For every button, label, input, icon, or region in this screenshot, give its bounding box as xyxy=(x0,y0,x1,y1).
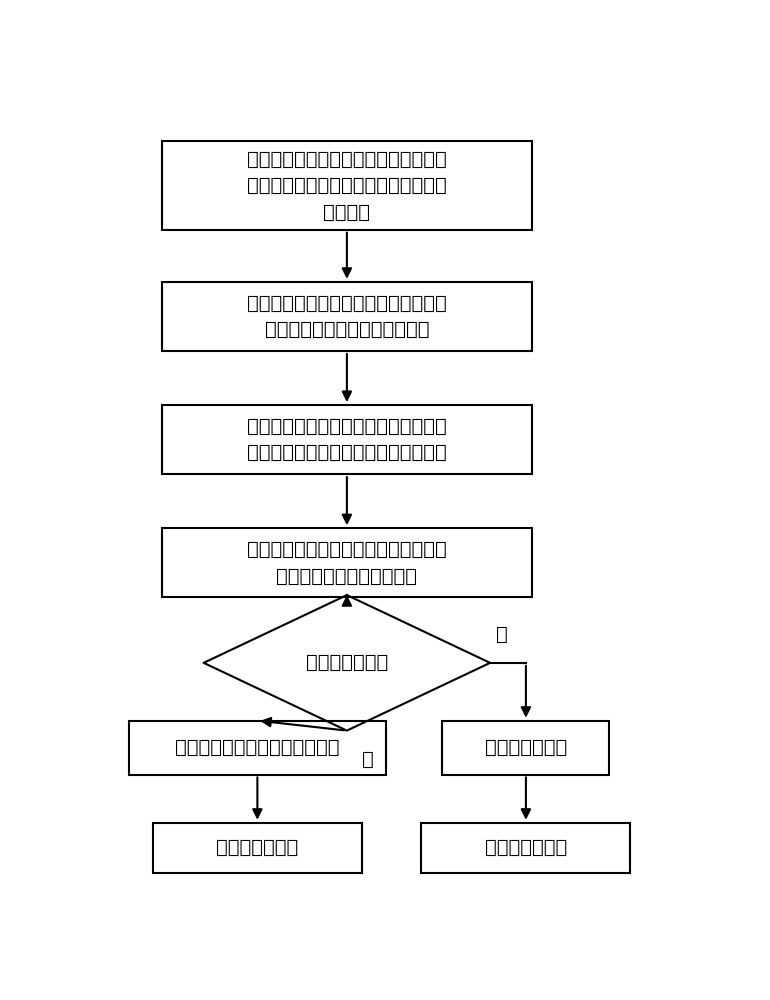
Text: 区域电网调度系统根据发电预测、负荷
预测、电动汽车需求功率制定电动汽车
用电计划: 区域电网调度系统根据发电预测、负荷 预测、电动汽车需求功率制定电动汽车 用电计划 xyxy=(247,149,447,221)
Bar xyxy=(162,141,532,230)
Bar xyxy=(162,528,532,597)
Bar xyxy=(129,721,386,774)
Text: 区域电网调度系统下发用电功率计划指
令到电动汽车需求响应管理系统: 区域电网调度系统下发用电功率计划指 令到电动汽车需求响应管理系统 xyxy=(247,294,447,339)
Text: 参与需求响应？: 参与需求响应？ xyxy=(306,653,388,672)
Bar xyxy=(442,721,609,774)
Bar xyxy=(153,823,362,873)
Bar xyxy=(162,405,532,474)
Text: 按基准电价计费: 按基准电价计费 xyxy=(485,838,567,857)
Text: 不限制充电功率: 不限制充电功率 xyxy=(485,738,567,757)
Text: 需求响应管理系统根据用电计划和区域
内所有充电桩用电需求，制定控制计划: 需求响应管理系统根据用电计划和区域 内所有充电桩用电需求，制定控制计划 xyxy=(247,417,447,462)
Bar xyxy=(162,282,532,351)
Text: 电动汽车需求响应管理系统根据充电需
求满足情况，制定计费电价: 电动汽车需求响应管理系统根据充电需 求满足情况，制定计费电价 xyxy=(247,540,447,585)
Text: 接受需求响应系统功率调节命令: 接受需求响应系统功率调节命令 xyxy=(175,738,340,757)
Text: 按优惠电价计费: 按优惠电价计费 xyxy=(216,838,299,857)
Text: 是: 是 xyxy=(362,750,373,769)
Bar xyxy=(421,823,631,873)
Text: 否: 否 xyxy=(496,625,508,644)
